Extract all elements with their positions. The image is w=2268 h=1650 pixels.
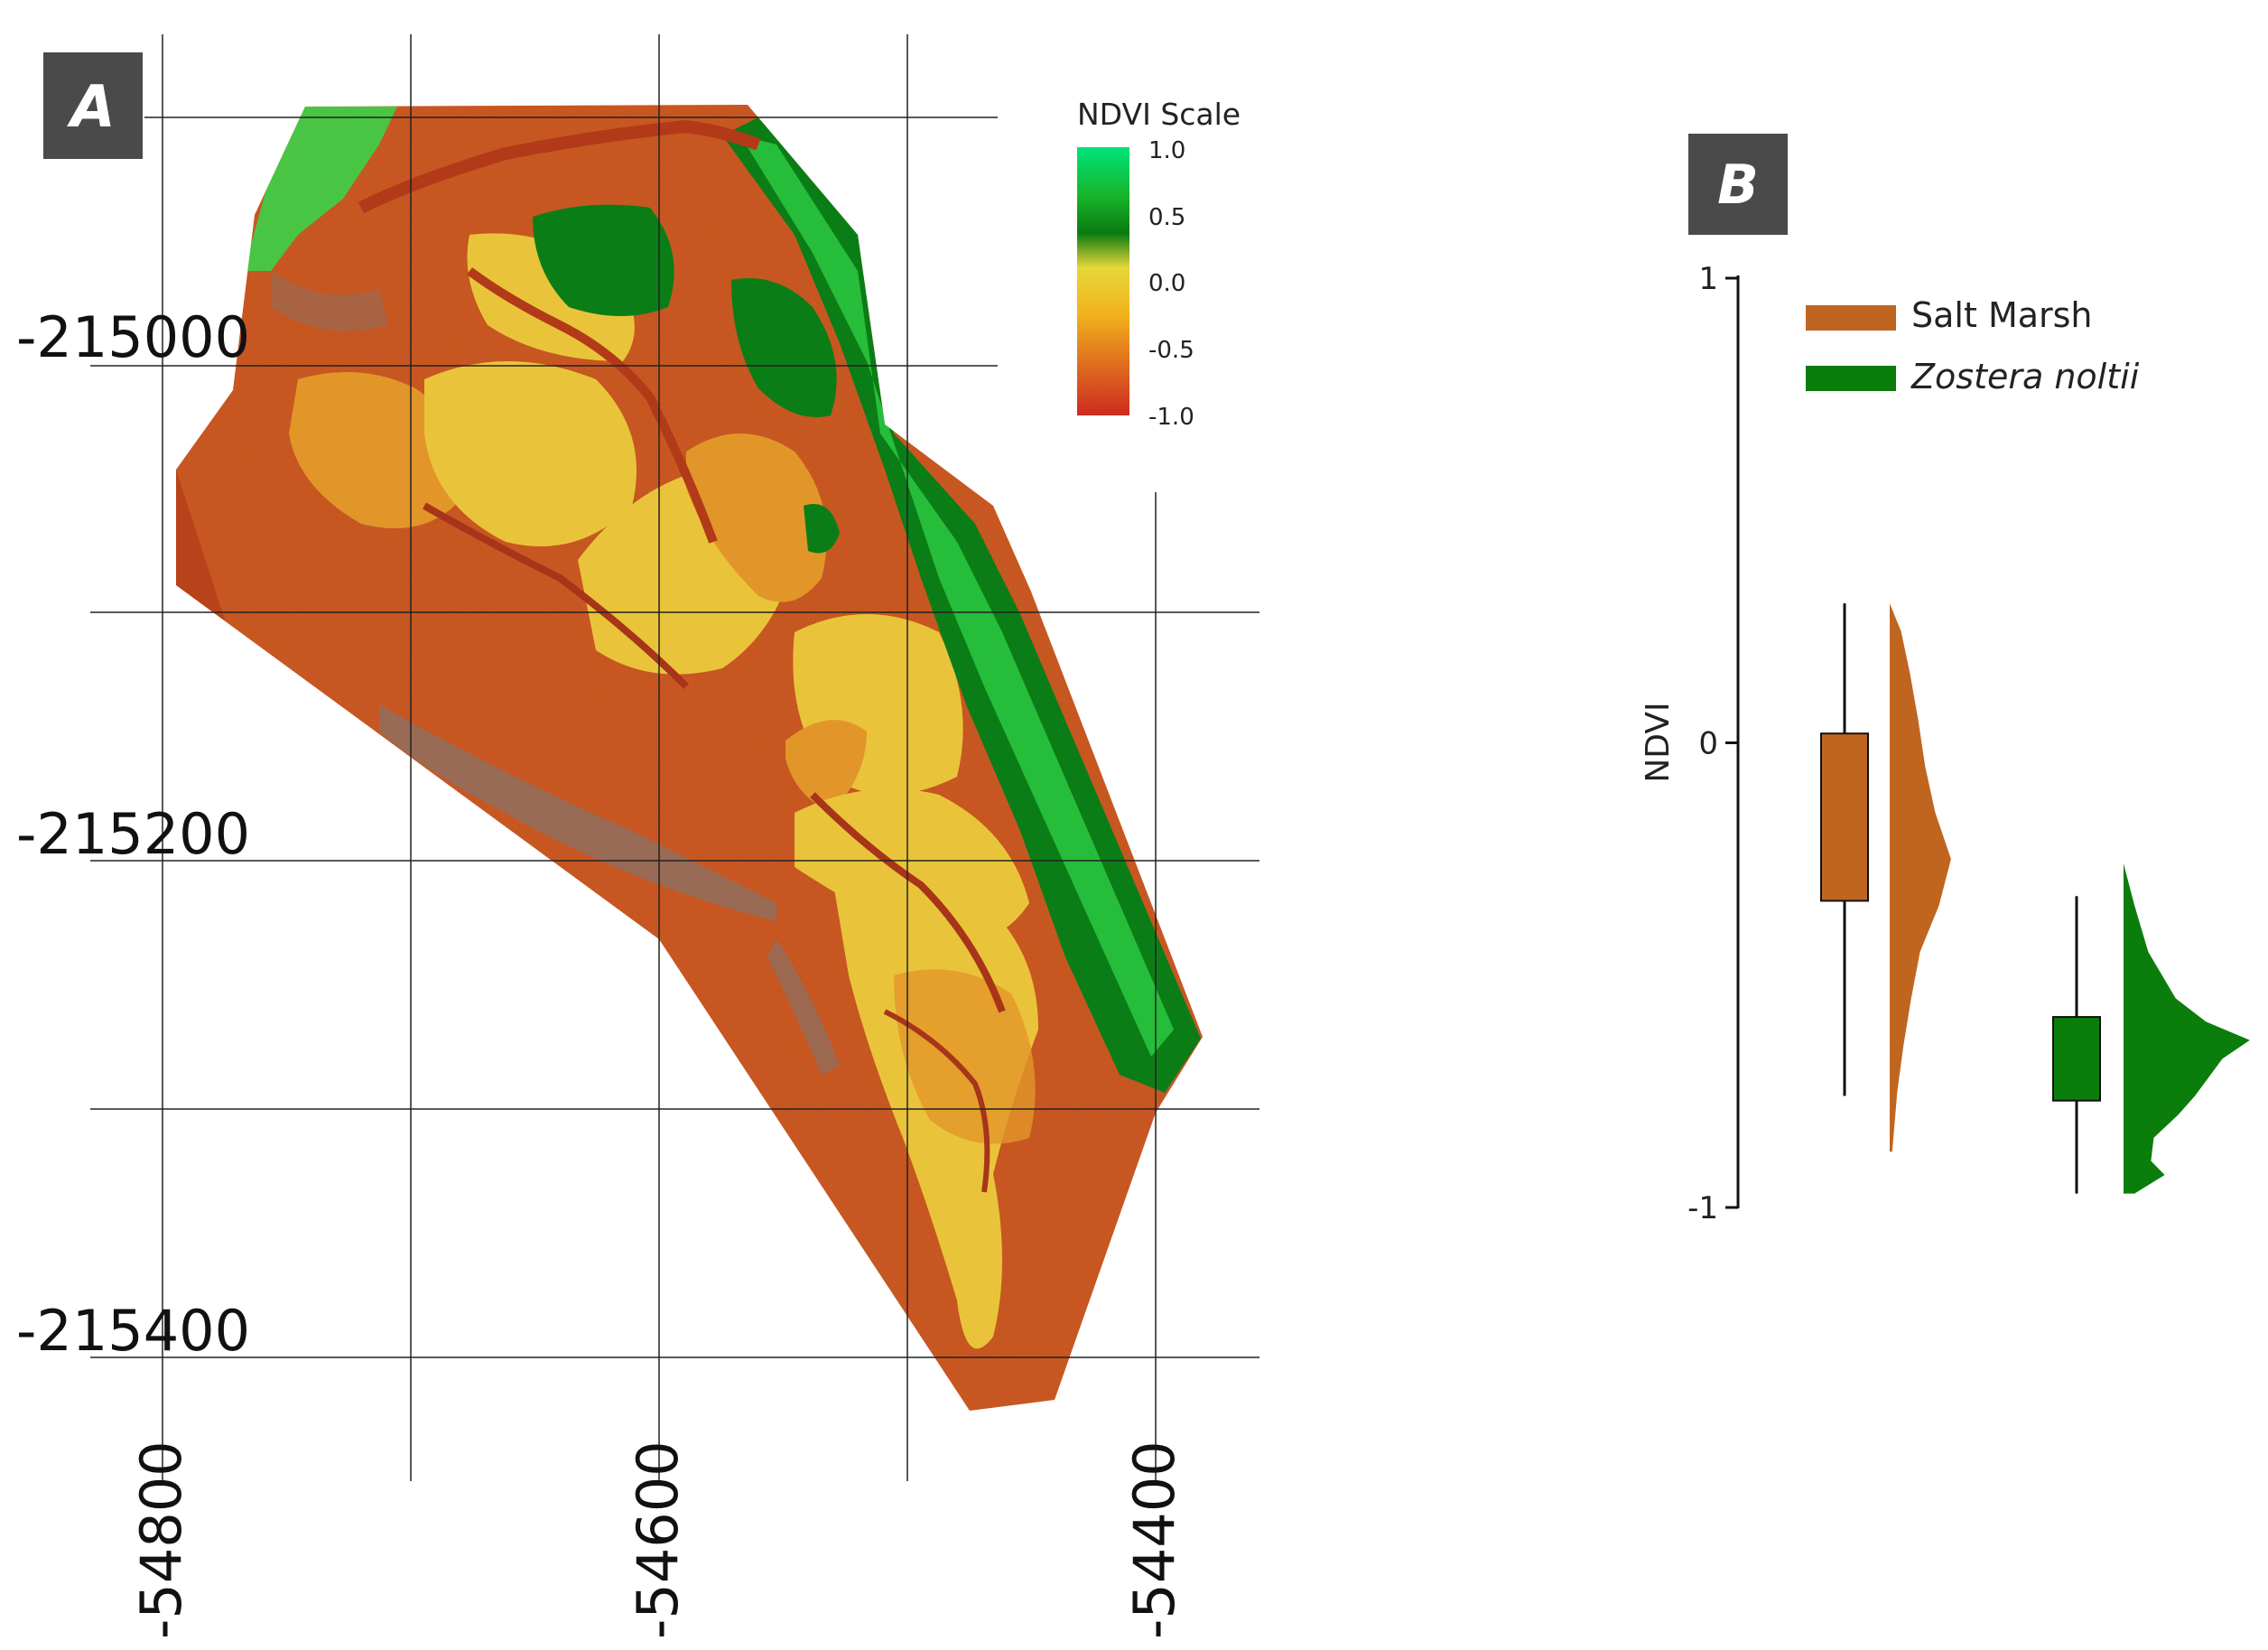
series-zostera-noltii [2052, 863, 2250, 1194]
map-channel [423, 502, 689, 689]
x-tick-label: -54800 [128, 1440, 194, 1639]
map-channel [810, 792, 1006, 1013]
salt-marsh-density [1890, 603, 1951, 1152]
y-axis-ticks: 1 0 -1 [1687, 261, 1738, 1226]
salt-marsh-box [1820, 732, 1869, 902]
y-coordinate-labels: -215000 -215200 -215400 [16, 304, 250, 1364]
x-tick-label: -54400 [1121, 1440, 1187, 1639]
legend-background [1011, 74, 1259, 453]
map-water-patch [767, 939, 840, 1075]
y-tick-label: -215400 [16, 1298, 250, 1364]
map-channel [358, 119, 761, 214]
map-water-patch [379, 704, 776, 921]
x-tick-label: -54600 [625, 1440, 691, 1639]
panel-label-text: B [1717, 154, 1759, 217]
panel-label-box [43, 52, 143, 159]
panel-label-text: A [66, 74, 116, 141]
series-marks [1820, 603, 2250, 1194]
legend-tick: 0.5 [1148, 204, 1185, 231]
legend-tick: 0.0 [1148, 270, 1185, 297]
x-coordinate-labels: -54800 -54600 -54400 [128, 1440, 1187, 1639]
legend-tick: -0.5 [1148, 337, 1194, 364]
map-marsh-island [424, 361, 637, 546]
chart-legend: Salt Marsh Zostera noltii [1806, 295, 2140, 396]
map-vegetation [731, 278, 837, 417]
panel-a-label: A [43, 52, 143, 159]
zostera-noltii-density [2124, 863, 2250, 1194]
map-channel [883, 1009, 990, 1193]
ndvi-y-axis: 1 0 -1 NDVI [1640, 261, 1740, 1226]
map-marsh-island [795, 788, 1029, 944]
panel-b-label: B [1688, 134, 1788, 235]
map-vegetation [533, 204, 674, 316]
map-marsh-island [894, 969, 1036, 1144]
map-grid [90, 34, 1259, 1481]
legend-tick: -1.0 [1148, 404, 1194, 431]
legend-colorbar [1077, 147, 1129, 415]
y-axis-title: NDVI [1640, 702, 1677, 782]
map-water-patch [271, 271, 388, 331]
legend-title: NDVI Scale [1077, 97, 1241, 132]
y-tick-label: -215000 [16, 304, 250, 370]
legend-label-salt-marsh: Salt Marsh [1911, 295, 2093, 335]
legend-label-zostera-noltii: Zostera noltii [1910, 357, 2140, 396]
ndvi-legend: NDVI Scale 1.0 0.5 0.0 -0.5 -1.0 [1011, 74, 1259, 453]
panel-a: A -215000 -215200 -215400 -54800 -54600 … [16, 34, 1259, 1639]
legend-swatch-salt-marsh [1806, 305, 1896, 331]
y-tick-label: -1 [1687, 1190, 1718, 1226]
zostera-noltii-box [2052, 1016, 2101, 1102]
legend-tick: 1.0 [1148, 137, 1185, 164]
map-dune-strip-bright [740, 135, 1174, 1057]
map-marsh-island [785, 720, 867, 813]
map-vegetation [804, 504, 840, 554]
series-salt-marsh [1820, 603, 1951, 1152]
y-tick-label: 1 [1698, 261, 1718, 297]
y-tick-label: 0 [1698, 726, 1718, 762]
y-tick-label: -215200 [16, 801, 250, 867]
map-marsh-island [686, 433, 827, 602]
legend-swatch-zostera-noltii [1806, 366, 1896, 391]
panel-b: B 1 0 -1 NDVI Salt Marsh Zostera noltii [1640, 134, 2250, 1226]
panel-label-box [1688, 134, 1788, 235]
